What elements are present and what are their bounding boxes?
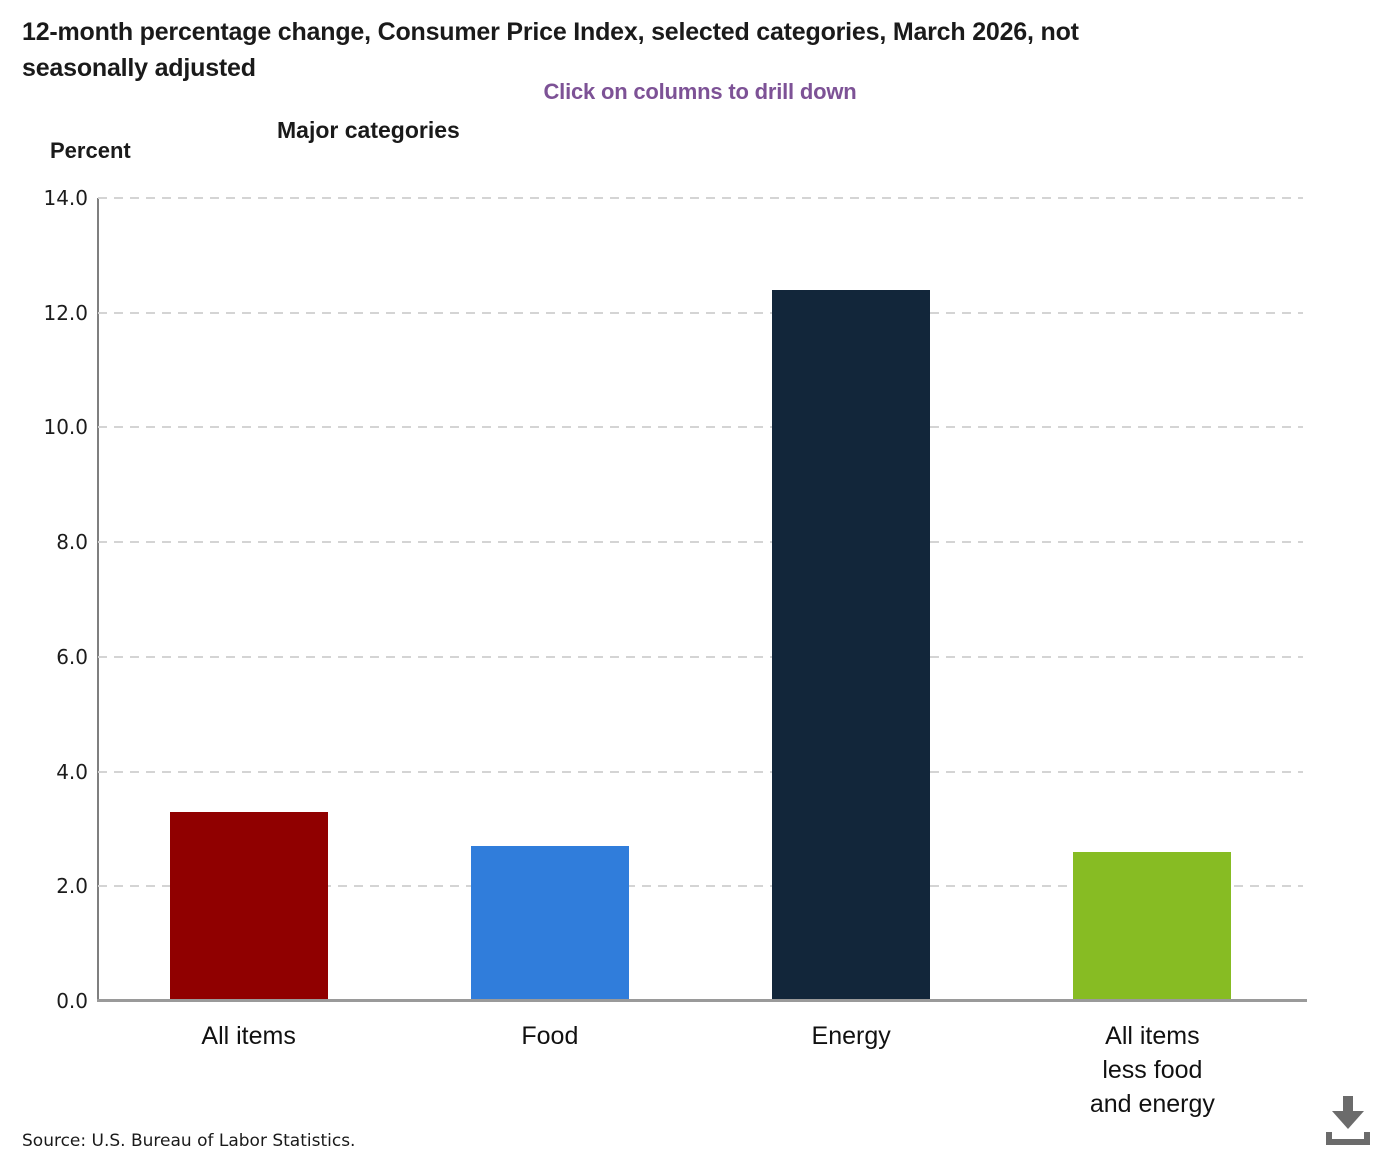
y-tick-label: 6.0 (56, 644, 88, 669)
x-category-label-line: Energy (811, 1022, 891, 1050)
x-category-label: All items less food and energy (1002, 1019, 1303, 1121)
chart-title-line1: 12-month percentage change, Consumer Pri… (22, 18, 1079, 46)
gridline (98, 541, 1303, 544)
x-category-label-line: Food (521, 1022, 579, 1050)
y-tick-label: 8.0 (56, 530, 88, 555)
x-category-label: Food (399, 1019, 700, 1053)
download-button[interactable] (1322, 1092, 1374, 1148)
y-tick-label: 12.0 (43, 300, 88, 325)
drilldown-hint: Click on columns to drill down (543, 79, 857, 104)
gridline (98, 885, 1303, 888)
gridline (98, 770, 1303, 773)
x-category-label-line: less food (1102, 1056, 1203, 1084)
bar-all-items-less-food-and-energy[interactable] (1073, 852, 1232, 1001)
x-category-label-line: All items (201, 1022, 296, 1050)
gridline (98, 426, 1303, 429)
x-category-label: Energy (701, 1019, 1002, 1053)
y-tick-label: 10.0 (43, 415, 88, 440)
y-tick-label: 4.0 (56, 759, 88, 784)
group-label: Major categories (277, 117, 460, 143)
x-category-label-line: and energy (1089, 1090, 1215, 1118)
x-category-label: All items (98, 1019, 399, 1053)
gridline (98, 311, 1303, 314)
chart-title-line2: seasonally adjusted (22, 54, 256, 82)
y-tick-label: 0.0 (56, 989, 88, 1013)
source-note: Source: U.S. Bureau of Labor Statistics. (22, 1131, 356, 1151)
bar-energy[interactable] (772, 290, 931, 1001)
chart-title: 12-month percentage change, Consumer Pri… (22, 14, 1322, 86)
y-tick-label: 14.0 (43, 186, 88, 210)
download-icon (1326, 1096, 1370, 1145)
x-axis-line (97, 999, 1307, 1002)
bar-all-items[interactable] (169, 812, 328, 1001)
gridline (98, 655, 1303, 658)
y-tick-label: 2.0 (56, 874, 88, 899)
y-axis-line (97, 198, 99, 1001)
gridline (98, 197, 1303, 199)
y-axis-title: Percent (50, 138, 131, 163)
x-category-label-line: All items (1105, 1022, 1200, 1050)
bar-food[interactable] (470, 846, 629, 1001)
